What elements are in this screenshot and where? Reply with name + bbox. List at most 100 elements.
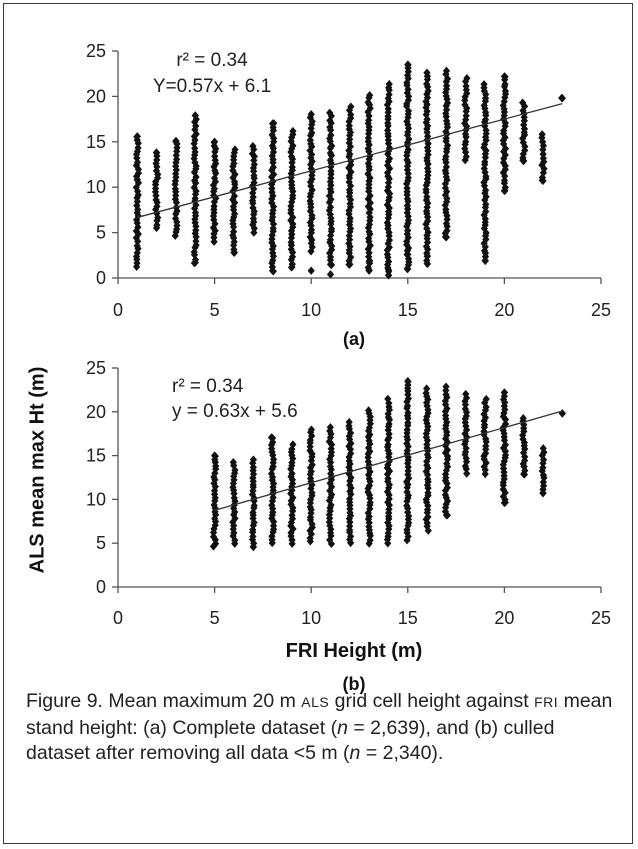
data-point bbox=[267, 469, 276, 478]
data-point bbox=[384, 104, 392, 114]
data-point bbox=[424, 488, 432, 497]
data-point bbox=[403, 237, 411, 246]
data-point bbox=[345, 417, 353, 427]
data-point bbox=[383, 161, 392, 170]
data-point bbox=[268, 141, 277, 151]
data-point bbox=[306, 232, 314, 242]
data-point bbox=[481, 413, 490, 422]
data-point bbox=[191, 258, 199, 267]
data-point bbox=[364, 169, 372, 179]
data-point bbox=[327, 111, 335, 121]
data-point bbox=[192, 236, 200, 246]
data-point bbox=[268, 433, 277, 443]
data-point bbox=[404, 250, 412, 259]
data-point bbox=[442, 510, 451, 520]
data-point bbox=[289, 126, 297, 136]
data-point bbox=[520, 469, 528, 479]
point-column bbox=[209, 137, 220, 246]
data-point bbox=[308, 150, 316, 159]
data-point bbox=[424, 86, 432, 96]
data-point bbox=[365, 208, 373, 218]
data-point bbox=[307, 124, 315, 133]
data-point bbox=[481, 108, 490, 117]
data-point bbox=[306, 526, 314, 535]
data-point bbox=[345, 121, 353, 130]
data-point bbox=[326, 462, 334, 471]
data-point bbox=[442, 127, 450, 136]
data-point bbox=[326, 423, 334, 432]
data-point bbox=[287, 464, 295, 474]
data-point bbox=[345, 177, 353, 187]
data-point bbox=[441, 490, 450, 500]
data-point bbox=[211, 152, 219, 161]
x-tick-label: 15 bbox=[398, 608, 418, 628]
data-point bbox=[424, 474, 432, 484]
data-point bbox=[403, 397, 411, 407]
data-point bbox=[268, 119, 277, 128]
y-axis-label: ALS mean max Ht (m) bbox=[26, 366, 49, 574]
point-column bbox=[558, 93, 566, 103]
x-tick-label: 20 bbox=[494, 300, 514, 320]
data-point bbox=[366, 151, 374, 161]
point-column bbox=[325, 108, 336, 279]
data-point bbox=[462, 425, 471, 435]
point-column bbox=[558, 409, 566, 418]
panel-label: (a) bbox=[343, 329, 365, 349]
data-point bbox=[327, 539, 335, 549]
regression-stat: r² = 0.34 bbox=[172, 376, 244, 397]
data-point bbox=[268, 184, 276, 193]
data-point bbox=[404, 169, 412, 178]
data-point bbox=[173, 217, 181, 227]
data-point bbox=[443, 427, 451, 437]
data-point bbox=[365, 234, 373, 243]
data-point bbox=[231, 514, 239, 523]
data-point bbox=[403, 208, 411, 217]
data-point bbox=[422, 206, 431, 216]
data-point bbox=[404, 264, 412, 274]
data-point bbox=[383, 100, 392, 109]
data-point bbox=[501, 488, 509, 497]
data-point bbox=[422, 429, 430, 438]
data-point bbox=[306, 513, 315, 522]
data-point bbox=[463, 469, 471, 478]
data-point bbox=[461, 77, 470, 86]
data-point bbox=[500, 498, 508, 508]
data-point bbox=[326, 479, 334, 488]
point-column bbox=[461, 74, 471, 165]
data-point bbox=[462, 421, 470, 431]
data-point bbox=[501, 415, 510, 424]
data-point bbox=[384, 265, 393, 275]
data-point bbox=[134, 143, 142, 153]
data-point bbox=[442, 105, 451, 114]
data-point bbox=[345, 256, 353, 266]
data-point bbox=[481, 256, 489, 265]
data-point bbox=[500, 388, 508, 397]
data-point bbox=[499, 158, 508, 167]
data-point bbox=[441, 229, 449, 238]
data-point bbox=[403, 201, 412, 210]
point-column bbox=[325, 423, 336, 549]
point-column bbox=[248, 141, 258, 237]
data-point bbox=[366, 91, 374, 100]
data-point bbox=[520, 156, 528, 166]
data-point bbox=[385, 243, 393, 252]
data-point bbox=[538, 130, 546, 139]
data-point bbox=[365, 266, 373, 275]
y-tick-label: 0 bbox=[96, 268, 106, 288]
data-point bbox=[424, 512, 432, 522]
data-point bbox=[365, 518, 373, 527]
data-point bbox=[289, 213, 297, 222]
data-point bbox=[404, 442, 412, 451]
data-point bbox=[306, 218, 314, 227]
data-point bbox=[133, 132, 141, 141]
data-point bbox=[287, 472, 295, 481]
y-tick-label: 0 bbox=[96, 577, 106, 597]
data-point bbox=[268, 130, 276, 140]
data-point bbox=[308, 519, 316, 529]
data-point bbox=[211, 137, 219, 146]
data-point bbox=[307, 484, 315, 493]
caption-figure-label: Figure 9. bbox=[26, 690, 103, 712]
regression-stat: y = 0.63x + 5.6 bbox=[172, 401, 298, 422]
data-point bbox=[365, 140, 373, 149]
data-point bbox=[345, 146, 353, 155]
